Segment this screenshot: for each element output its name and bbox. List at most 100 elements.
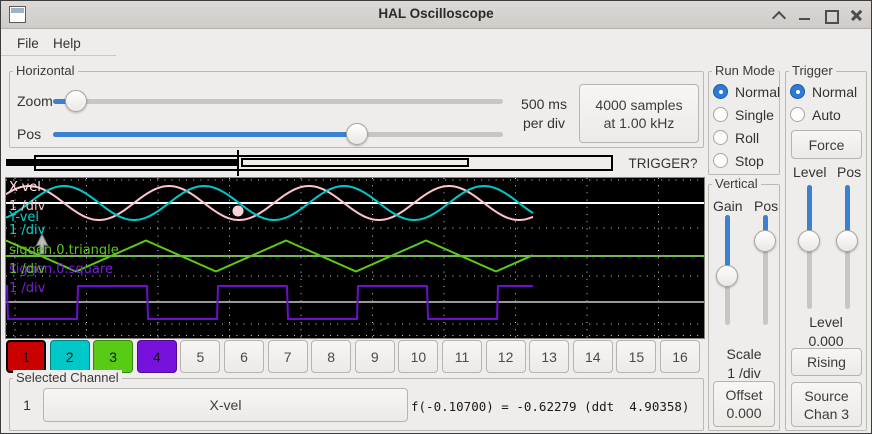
menu-bar: File Help xyxy=(1,30,871,56)
pos-slider-label: Pos xyxy=(17,126,42,142)
trigger-force-button[interactable]: Force xyxy=(791,130,862,159)
menu-help[interactable]: Help xyxy=(53,36,81,51)
radio-label: Normal xyxy=(812,83,858,100)
radio-label: Stop xyxy=(735,152,764,169)
radio-normal[interactable]: Normal xyxy=(713,80,780,103)
radio-dot[interactable] xyxy=(713,84,728,99)
radio-stop[interactable]: Stop xyxy=(713,149,780,172)
record-post-trigger-box xyxy=(241,158,469,167)
trigger-level-slider[interactable] xyxy=(798,185,820,309)
slider-handle[interactable] xyxy=(798,229,820,252)
vertical-pos-slider[interactable] xyxy=(754,215,776,325)
channel-button-4[interactable]: 4 xyxy=(136,340,177,373)
slider-fill xyxy=(806,185,812,241)
radio-dot[interactable] xyxy=(790,84,805,99)
close-window-icon[interactable] xyxy=(849,7,865,23)
selected-channel-number: 1 xyxy=(23,397,31,413)
mouse-cursor xyxy=(35,232,49,255)
vertical-pos-slider-label: Pos xyxy=(754,198,779,214)
radio-dot[interactable] xyxy=(713,130,728,145)
slider-track[interactable] xyxy=(53,98,503,104)
slider-fill xyxy=(53,131,358,137)
radio-label: Roll xyxy=(735,129,760,146)
slider-handle[interactable] xyxy=(754,229,776,252)
trace-Y-vel xyxy=(6,185,534,221)
channel-button-2[interactable]: 2 xyxy=(49,340,90,373)
selected-channel-frame-label: Selected Channel xyxy=(13,370,122,385)
minimize-window-icon[interactable] xyxy=(797,7,813,23)
channel-button-3[interactable]: 3 xyxy=(93,340,134,373)
selected-channel-name-button[interactable]: X-vel xyxy=(43,388,408,422)
vertical-offset-button[interactable]: Offset 0.000 xyxy=(713,381,775,427)
radio-dot[interactable] xyxy=(713,153,728,168)
shade-window-icon[interactable] xyxy=(771,7,787,23)
trigger-level-value: Level 0.000 xyxy=(808,314,844,349)
slider-handle[interactable] xyxy=(716,265,738,288)
trigger-source-button[interactable]: Source Chan 3 xyxy=(791,382,862,427)
channel-button-9[interactable]: 9 xyxy=(354,340,395,373)
trace-siggen.0.square xyxy=(6,285,533,320)
window-title: HAL Oscilloscope xyxy=(378,6,494,21)
radio-dot[interactable] xyxy=(713,107,728,122)
scope-label-1-div: 1 /div xyxy=(9,262,46,277)
selected-channel-frame: Selected Channel xyxy=(9,370,704,431)
window-icon xyxy=(9,6,26,23)
slider-handle[interactable] xyxy=(64,90,87,112)
scope-label-1-div: 1 /div xyxy=(9,199,46,214)
radio-dot[interactable] xyxy=(790,107,805,122)
probe-marker[interactable] xyxy=(232,205,244,217)
channel-button-16[interactable]: 16 xyxy=(660,340,700,373)
trace-X-vel xyxy=(6,185,534,221)
trigger-edge-button[interactable]: Rising xyxy=(791,348,862,376)
menu-file[interactable]: File xyxy=(17,36,39,51)
vertical-gain-slider[interactable] xyxy=(716,215,738,325)
channel-button-13[interactable]: 13 xyxy=(529,340,570,373)
scope-display[interactable]: X-vel 1 /div Y-vel 1 /div siggen.0.triangle s… xyxy=(5,177,705,339)
trigger-level-slider-label: Level xyxy=(793,164,827,180)
vertical-gain-slider-label: Gain xyxy=(713,198,743,214)
horizontal-pos-slider[interactable] xyxy=(53,123,503,145)
radio-normal[interactable]: Normal xyxy=(790,80,857,103)
scope-canvas xyxy=(6,178,704,338)
samples-button[interactable]: 4000 samples at 1.00 kHz xyxy=(579,84,699,143)
channel-button-5[interactable]: 5 xyxy=(180,340,221,373)
scope-label-x-vel: X-vel xyxy=(9,180,41,195)
radio-label: Auto xyxy=(812,106,841,123)
radio-roll[interactable]: Roll xyxy=(713,126,780,149)
vertical-frame: Vertical xyxy=(708,176,780,431)
run-mode-radios: Normal Single Roll Stop xyxy=(713,80,780,172)
slider-handle[interactable] xyxy=(346,123,369,145)
trigger-position-marker xyxy=(237,150,239,176)
zoom-slider-label: Zoom xyxy=(17,93,53,109)
channel-button-6[interactable]: 6 xyxy=(224,340,264,373)
channel-button-10[interactable]: 10 xyxy=(398,340,439,373)
radio-single[interactable]: Single xyxy=(713,103,780,126)
slider-fill xyxy=(762,215,768,241)
radio-auto[interactable]: Auto xyxy=(790,103,857,126)
slider-fill xyxy=(53,98,76,104)
horizontal-zoom-slider[interactable] xyxy=(53,90,503,112)
channel-button-11[interactable]: 11 xyxy=(442,340,482,373)
channel-value-readout: f(-0.10700) = -0.62279 (ddt 4.90358) xyxy=(411,399,690,414)
channel-button-15[interactable]: 15 xyxy=(616,340,657,373)
channel-button-1[interactable]: 1 xyxy=(6,340,46,373)
channel-button-8[interactable]: 8 xyxy=(311,340,352,373)
slider-handle[interactable] xyxy=(836,229,858,252)
channel-button-12[interactable]: 12 xyxy=(485,340,526,373)
trigger-frame: Trigger xyxy=(785,63,867,431)
vertical-frame-label: Vertical xyxy=(712,176,761,191)
scope-label-siggen-0-square: siggen.0.square xyxy=(9,262,113,277)
scope-label-1-div: 1 /div xyxy=(9,281,46,296)
trace-siggen.0.triangle xyxy=(6,239,534,273)
trigger-pos-slider[interactable] xyxy=(836,185,858,309)
channel-button-7[interactable]: 7 xyxy=(267,340,308,373)
title-bar: HAL Oscilloscope xyxy=(1,1,871,29)
channel-button-14[interactable]: 14 xyxy=(572,340,613,373)
scope-label-1-div: 1 /div xyxy=(9,223,46,238)
slider-fill xyxy=(724,215,730,277)
slider-track[interactable] xyxy=(762,215,768,325)
radio-label: Single xyxy=(735,106,774,123)
maximize-window-icon[interactable] xyxy=(823,7,839,24)
slider-fill xyxy=(844,185,850,241)
